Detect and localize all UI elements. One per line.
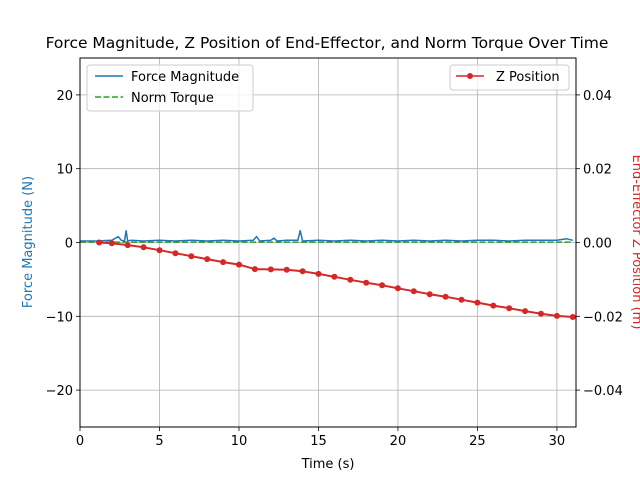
x-tick-label: 25 <box>469 434 486 449</box>
z-position-point <box>394 285 401 292</box>
y-right-tick-label: −0.04 <box>583 384 623 399</box>
z-position-point <box>474 299 481 306</box>
z-position-point <box>569 314 576 320</box>
z-position-point <box>442 293 449 300</box>
z-position-point <box>506 305 513 312</box>
y-left-tick-label: 20 <box>56 89 73 104</box>
y-axis-right-label: End-Effector Z Position (m) <box>629 155 640 330</box>
x-tick-label: 15 <box>310 434 327 449</box>
force-magnitude-line <box>80 229 573 242</box>
y-left-tick-label: 10 <box>56 163 73 178</box>
z-position-point <box>490 302 497 309</box>
y-left-tick-label: −20 <box>46 384 73 399</box>
legend-z-label: Z Position <box>496 70 560 85</box>
z-position-point <box>156 247 163 254</box>
x-tick-label: 5 <box>155 434 163 449</box>
z-position-point <box>251 266 258 273</box>
legend-force-label: Force Magnitude <box>131 70 239 85</box>
z-position-point <box>236 261 242 268</box>
z-position-point <box>363 279 370 286</box>
y-axis-left-label: Force Magnitude (N) <box>21 176 36 308</box>
legend-right: Z Position <box>449 64 570 91</box>
z-position-point <box>299 268 306 275</box>
z-position-point <box>426 291 433 298</box>
y-right-tick-label: 0.02 <box>583 163 612 178</box>
legend-right-box <box>449 64 570 91</box>
z-position-point <box>347 276 354 283</box>
z-position-point <box>220 259 227 266</box>
legend-torque-label: Norm Torque <box>131 91 214 106</box>
z-position-point <box>188 253 195 260</box>
z-position-point <box>140 244 147 251</box>
z-position-point <box>283 266 290 273</box>
y-right-tick-label: −0.02 <box>583 310 623 325</box>
y-right-tick-label: 0.00 <box>583 237 612 252</box>
z-position-point <box>172 250 179 257</box>
z-position-point <box>458 296 465 303</box>
z-position-point <box>331 273 338 280</box>
z-position-point <box>522 308 529 315</box>
z-position-point <box>108 240 115 247</box>
x-tick-label: 0 <box>76 434 84 449</box>
z-position-point <box>553 312 560 319</box>
legend-z-marker <box>467 73 473 79</box>
y-right-tick-label: 0.04 <box>583 89 612 104</box>
z-position-point <box>538 310 544 317</box>
y-axis-left: −20 −10 0 10 20 <box>46 89 80 399</box>
y-left-tick-label: 0 <box>65 237 73 252</box>
x-axis: 0 5 10 15 20 25 30 <box>76 427 565 449</box>
z-position-point <box>267 266 274 273</box>
y-axis-right: −0.04 −0.02 0.00 0.02 0.04 <box>576 89 623 399</box>
legend-left-box <box>86 64 254 112</box>
chart-title: Force Magnitude, Z Position of End-Effec… <box>46 34 609 52</box>
z-position-point <box>204 256 211 263</box>
x-axis-label: Time (s) <box>301 457 355 472</box>
z-position-point <box>315 270 322 277</box>
legend-left: Force Magnitude Norm Torque <box>86 64 254 112</box>
z-position-point <box>379 282 386 289</box>
plot-series <box>80 229 576 320</box>
x-tick-label: 20 <box>390 434 407 449</box>
x-tick-label: 10 <box>231 434 248 449</box>
z-position-point <box>96 239 103 246</box>
y-left-tick-label: −10 <box>46 310 73 325</box>
z-position-point <box>410 288 417 295</box>
x-tick-label: 30 <box>549 434 566 449</box>
z-position-point <box>124 242 131 249</box>
